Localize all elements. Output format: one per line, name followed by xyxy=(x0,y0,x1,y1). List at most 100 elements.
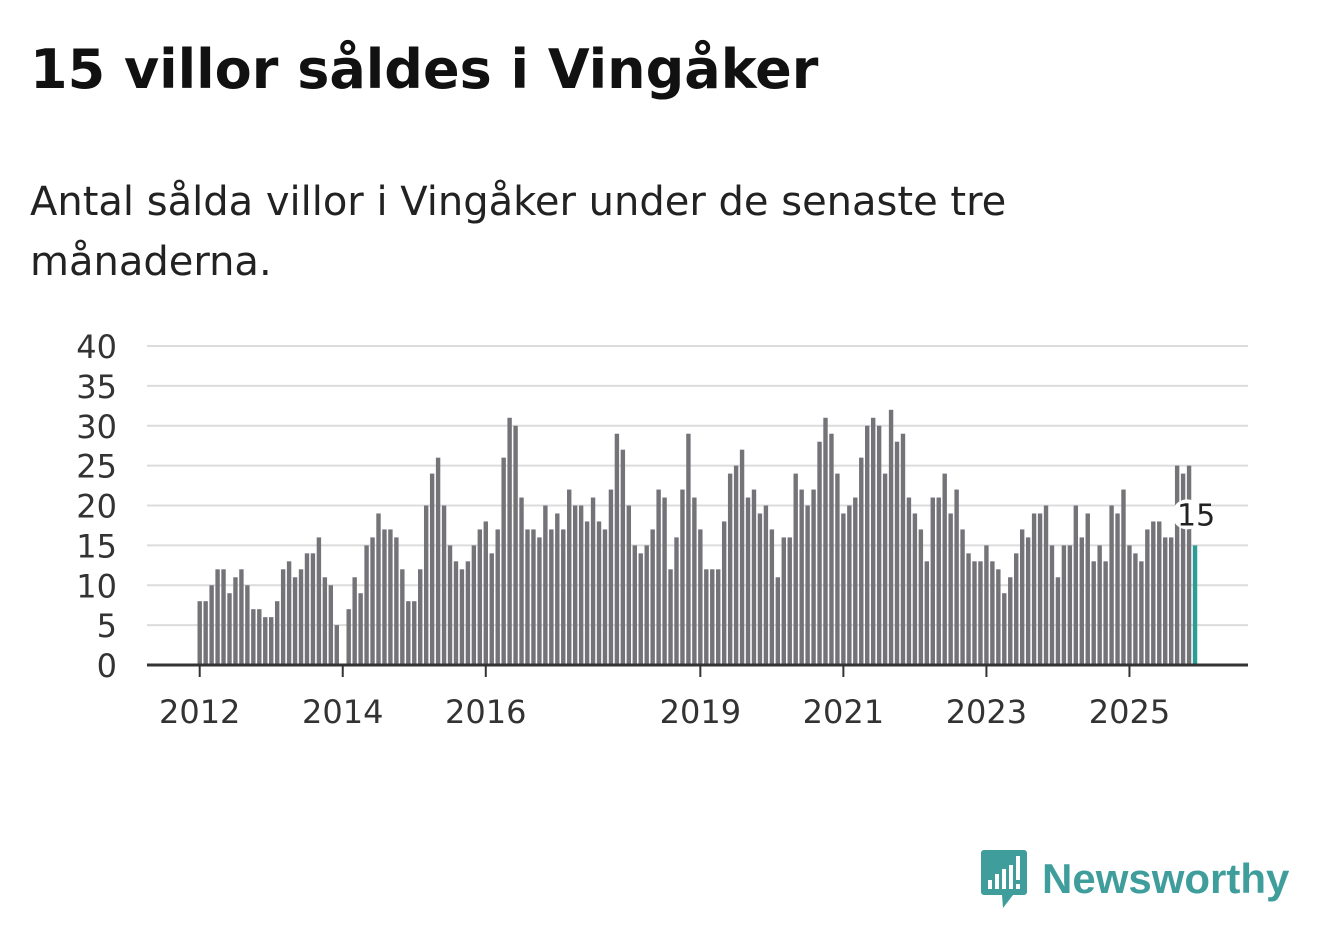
bar xyxy=(602,529,608,665)
bar xyxy=(543,505,548,665)
bar xyxy=(835,473,840,665)
bar xyxy=(745,497,751,665)
bar xyxy=(346,609,351,665)
bar xyxy=(662,497,667,665)
bar xyxy=(763,505,769,665)
bar xyxy=(537,537,542,665)
bar xyxy=(441,505,447,665)
bar xyxy=(727,473,733,665)
y-tick-label: 35 xyxy=(76,368,117,406)
bar xyxy=(1109,505,1114,665)
y-tick-label: 15 xyxy=(76,527,117,565)
y-tick-label: 30 xyxy=(76,408,117,446)
bar xyxy=(608,489,614,665)
bar xyxy=(459,569,465,665)
bar xyxy=(698,529,703,665)
bar xyxy=(930,497,935,665)
bar xyxy=(596,521,602,665)
bar xyxy=(1055,577,1061,665)
bar xyxy=(1151,521,1156,665)
bar xyxy=(280,569,286,665)
bar xyxy=(1043,505,1049,665)
bar xyxy=(1121,489,1126,665)
bar xyxy=(972,561,977,665)
bar xyxy=(423,505,429,665)
bar xyxy=(739,449,745,665)
bar xyxy=(394,537,399,665)
bar xyxy=(876,425,882,665)
bar xyxy=(567,489,572,665)
bar xyxy=(549,529,554,665)
bar xyxy=(674,537,679,665)
bar xyxy=(924,561,930,665)
bar xyxy=(656,489,661,665)
bar xyxy=(328,585,334,665)
bar xyxy=(751,489,757,665)
x-tick-label: 2025 xyxy=(1089,693,1170,731)
highlight-value-label: 15 xyxy=(1177,498,1215,533)
bar xyxy=(936,497,941,665)
bar xyxy=(1025,537,1031,665)
bar xyxy=(370,537,375,665)
bar xyxy=(453,561,459,665)
bar xyxy=(757,513,763,665)
bar xyxy=(304,553,310,665)
bar xyxy=(710,569,715,665)
bar xyxy=(906,497,912,665)
x-tick-label: 2014 xyxy=(302,693,383,731)
bar xyxy=(733,465,739,665)
bar xyxy=(811,489,816,665)
bar xyxy=(1139,561,1144,665)
bar xyxy=(269,617,274,665)
bar xyxy=(853,497,858,665)
bar xyxy=(388,529,393,665)
bar xyxy=(435,457,441,665)
bar xyxy=(215,569,220,665)
bar xyxy=(942,473,947,665)
bar xyxy=(412,601,417,665)
bar xyxy=(1002,593,1007,665)
bar xyxy=(978,561,983,665)
bar xyxy=(590,497,596,665)
bar xyxy=(572,505,578,665)
bar xyxy=(531,529,536,665)
bar xyxy=(239,569,244,665)
bar xyxy=(471,545,477,665)
bar xyxy=(704,569,709,665)
bar xyxy=(1031,513,1037,665)
bar xyxy=(805,505,810,665)
bar xyxy=(632,545,637,665)
bar xyxy=(966,553,971,665)
bar xyxy=(1014,553,1019,665)
bar xyxy=(829,433,834,665)
bar xyxy=(716,569,721,665)
bar xyxy=(1008,577,1013,665)
bar xyxy=(358,593,363,665)
bar xyxy=(310,553,316,665)
bar xyxy=(614,433,620,665)
bar xyxy=(960,529,965,665)
y-tick-label: 5 xyxy=(97,607,117,645)
bar xyxy=(322,577,328,665)
bar xyxy=(1192,545,1198,665)
bar xyxy=(197,601,202,665)
bar xyxy=(334,625,339,665)
bar xyxy=(519,497,524,665)
bar xyxy=(1049,545,1055,665)
chart-title: 15 villor såldes i Vingåker xyxy=(30,38,819,101)
bar xyxy=(668,569,673,665)
bar xyxy=(406,601,411,665)
bar xyxy=(626,505,632,665)
bar xyxy=(245,585,250,665)
bar xyxy=(1019,529,1025,665)
bar xyxy=(316,537,322,665)
newsworthy-logo-icon xyxy=(981,850,1027,908)
bar xyxy=(918,529,924,665)
bar xyxy=(870,417,876,665)
bar xyxy=(376,513,381,665)
bar xyxy=(948,513,953,665)
bar xyxy=(1079,537,1084,665)
bar xyxy=(954,489,959,665)
y-tick-label: 40 xyxy=(76,328,117,366)
bar xyxy=(1174,465,1180,665)
